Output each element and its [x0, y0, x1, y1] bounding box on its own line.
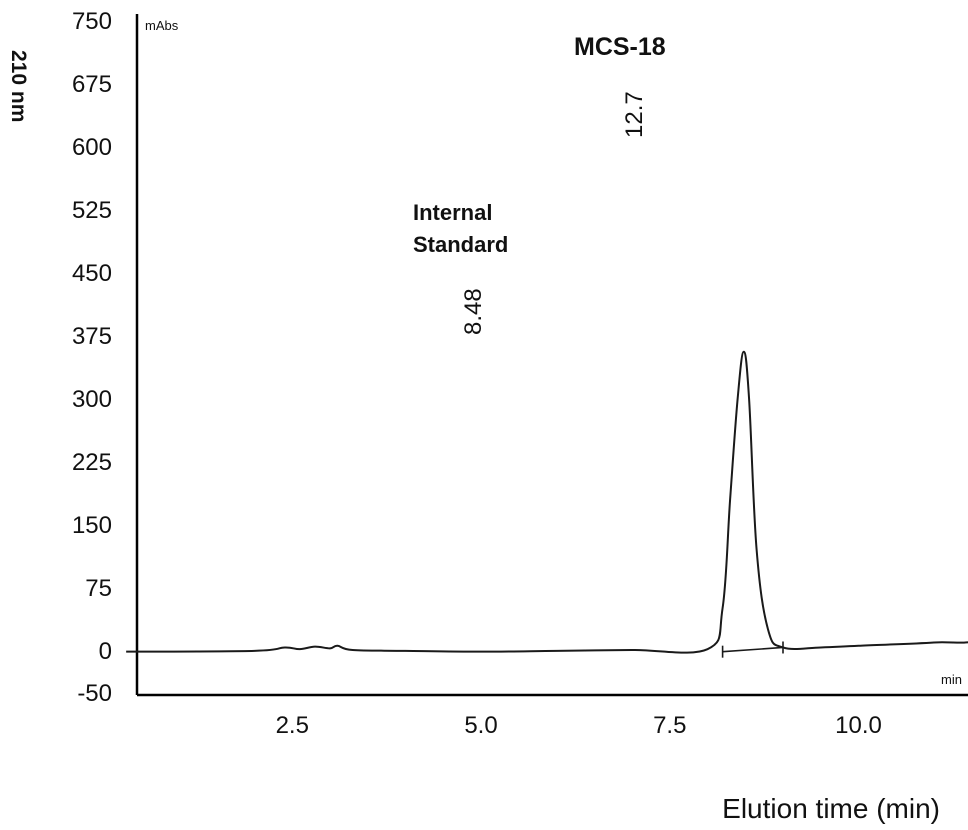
y-tick-label: 450 — [72, 260, 112, 287]
peak-label-mcs-18: 12.7 — [621, 91, 648, 138]
peak-label-internal-standard: 8.48 — [460, 288, 487, 335]
integration-baseline — [722, 646, 784, 653]
y-tick-label: -50 — [77, 680, 112, 707]
axes — [135, 14, 968, 697]
y-tick-label: 0 — [99, 638, 112, 665]
y-tick-label: 525 — [72, 197, 112, 224]
x-tick-label: 2.5 — [276, 712, 309, 739]
y-tick-label: 675 — [72, 71, 112, 98]
x-axis-title: Elution time (min) — [722, 793, 940, 824]
x-tick-labels: 2.55.07.510.012.515.017.520.0 — [276, 712, 882, 739]
y-tick-label: 75 — [85, 575, 112, 602]
y-tick-label: 375 — [72, 323, 112, 350]
internal-standard-label: Internal Standard — [413, 200, 508, 257]
plot-area — [126, 350, 968, 658]
mcs-18-label: MCS-18 — [574, 33, 666, 61]
internal-standard-line-2: Standard — [413, 232, 508, 257]
y-tick-label: 750 — [72, 8, 112, 35]
y-tick-label: 150 — [72, 512, 112, 539]
x-unit-label: min — [941, 672, 962, 687]
x-tick-label: 7.5 — [653, 712, 686, 739]
y-axis-title: 210 nm — [7, 50, 30, 122]
y-tick-label: 225 — [72, 449, 112, 476]
y-unit-label: mAbs — [145, 18, 179, 33]
internal-standard-line-1: Internal — [413, 200, 492, 225]
y-tick-label: 300 — [72, 386, 112, 413]
x-tick-label: 5.0 — [464, 712, 497, 739]
chromatogram-trace — [126, 350, 968, 654]
y-tick-label: 600 — [72, 134, 112, 161]
x-tick-label: 10.0 — [835, 712, 882, 739]
